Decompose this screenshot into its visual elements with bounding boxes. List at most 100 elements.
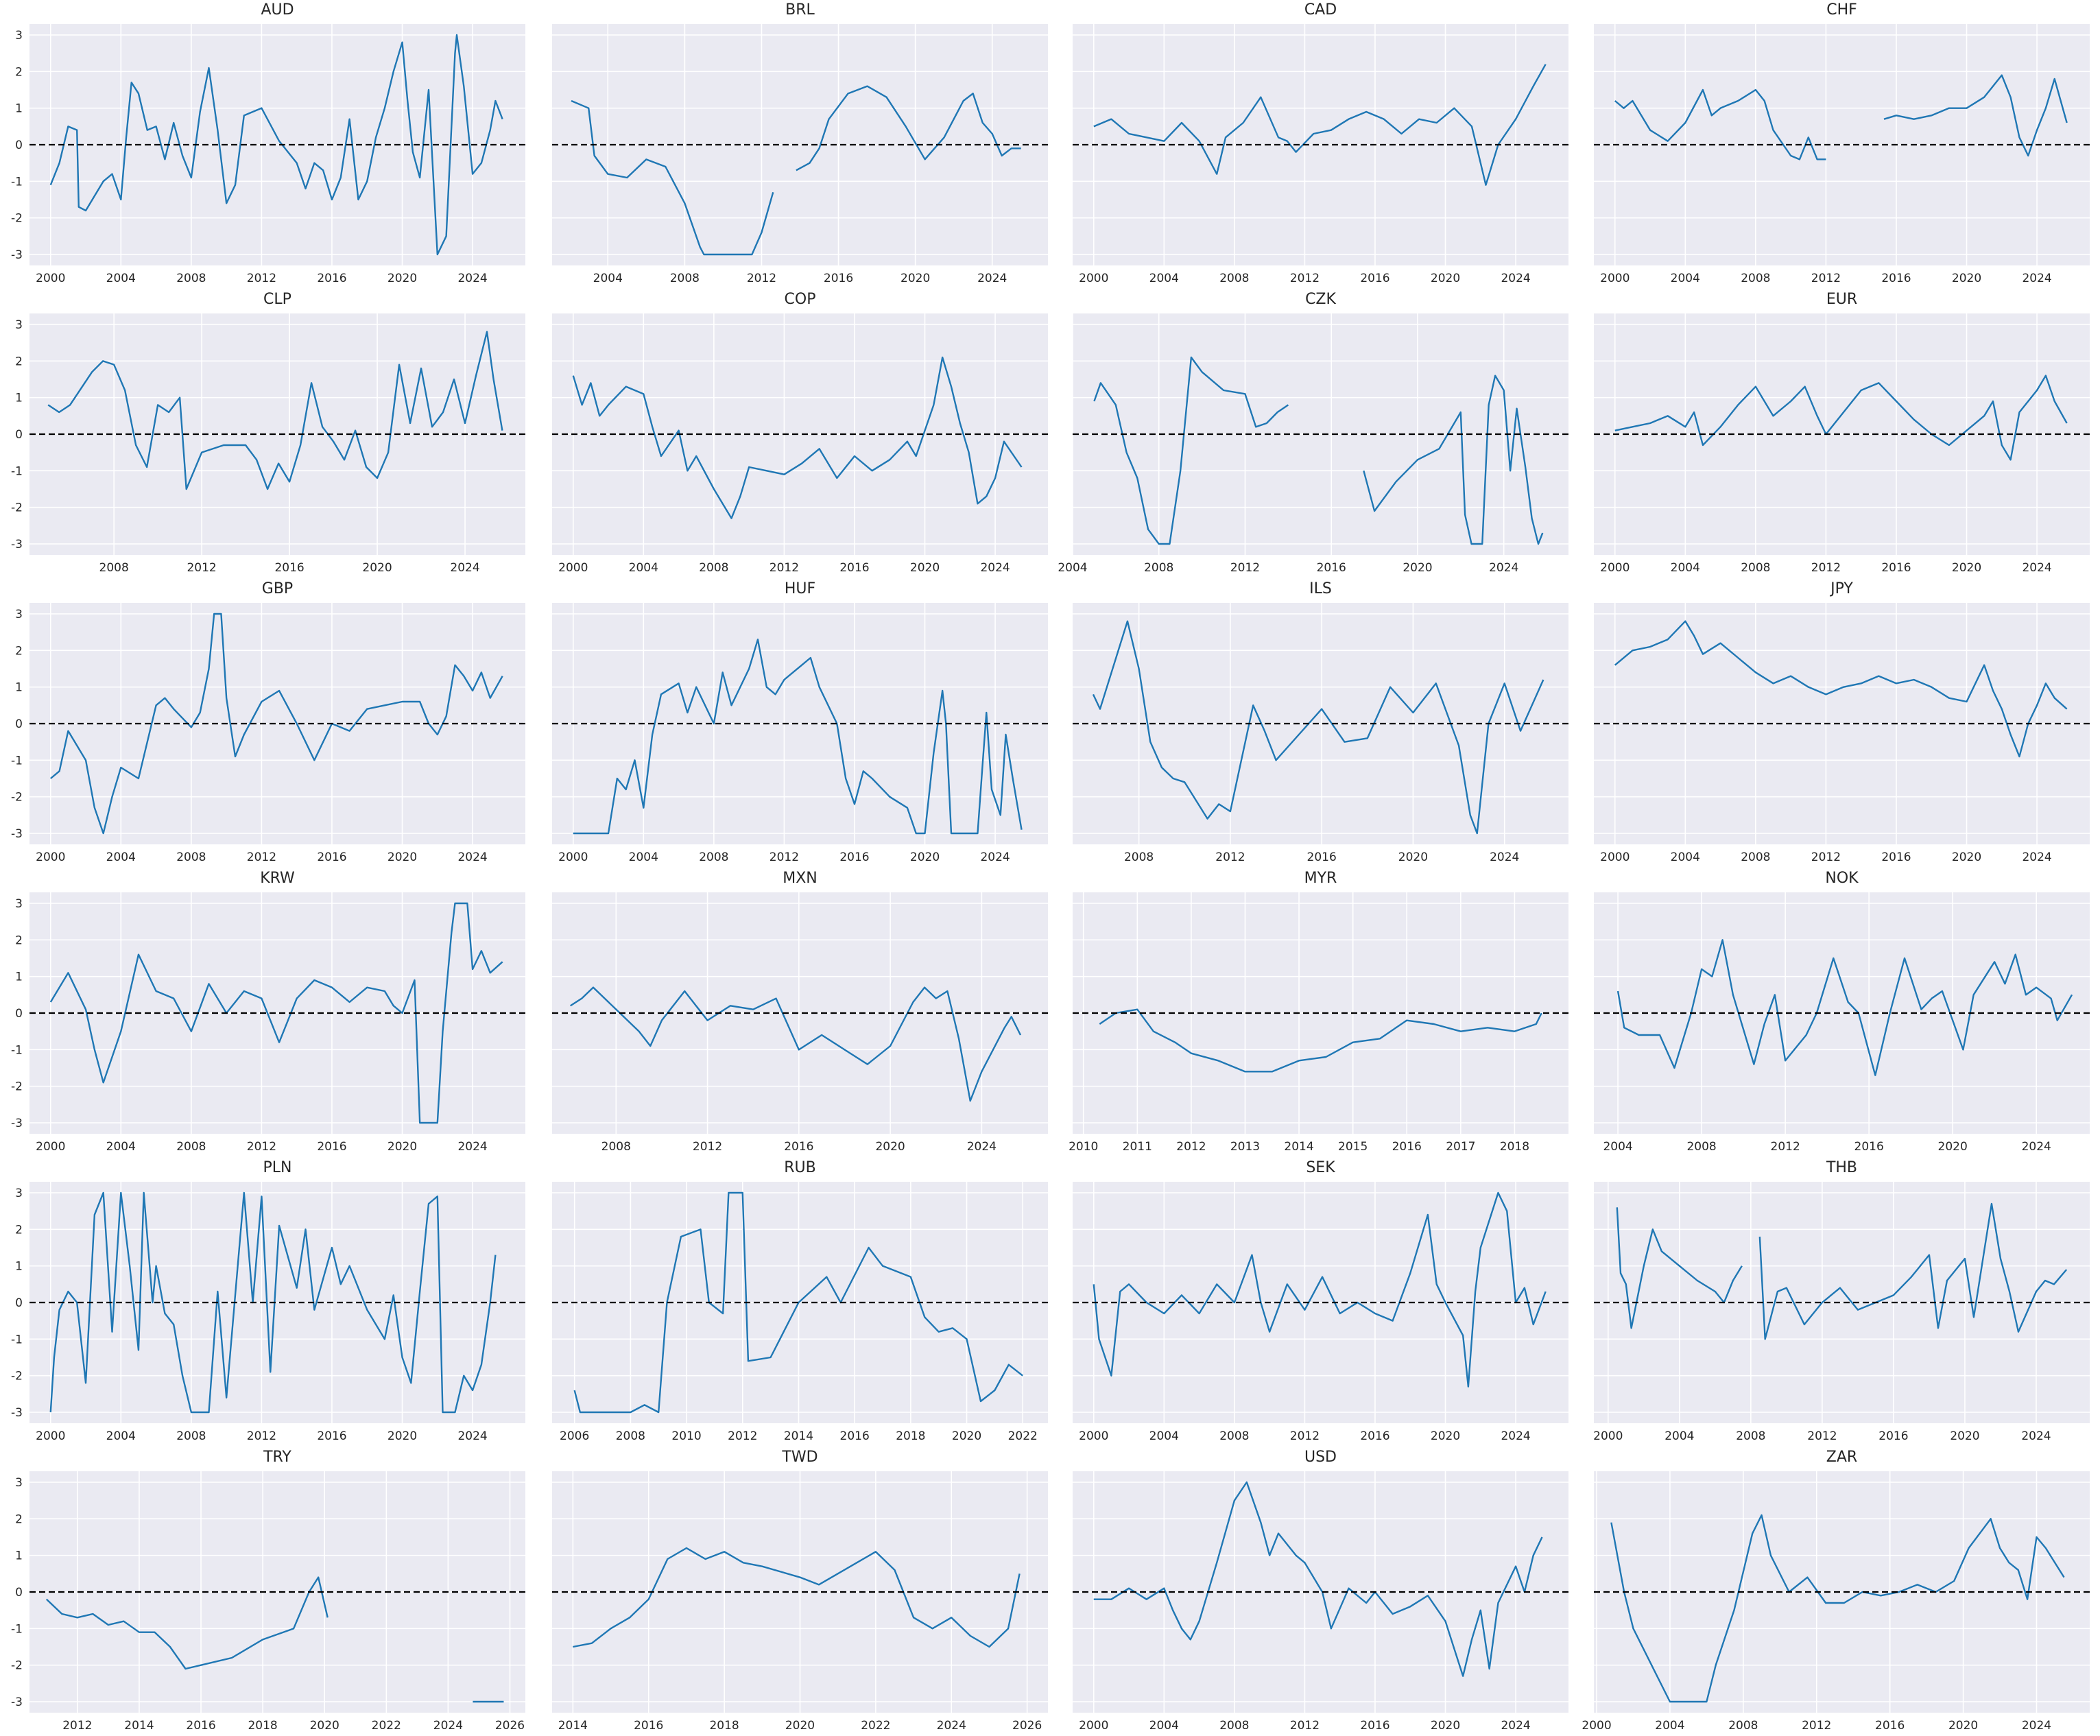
y-tick-label: 0 [15,428,23,442]
x-tick-label: 2000 [558,851,588,864]
subplot-title: EUR [1826,291,1857,308]
y-tick-label: 1 [15,971,23,984]
x-tick-label: 2024 [2022,561,2051,575]
x-tick-label: 2020 [1952,272,1981,285]
x-tick-label: 2012 [1176,1140,1206,1154]
subplot-title: THB [1826,1159,1857,1176]
x-tick-label: 2004 [1149,272,1179,285]
x-tick-label: 2012 [1811,851,1841,864]
x-tick-label: 2020 [785,1719,815,1733]
series-line [1093,1191,1547,1388]
x-tick-label: 2017 [1446,1140,1475,1154]
y-tick-label: -3 [11,538,23,551]
x-tick-label: 2016 [1881,851,1911,864]
subplot: PLN -3 -2 -1 0 1 2 3 2000 2004 2008 2012 2016 2020 202… [11,1159,525,1443]
y-tick-label: 0 [15,139,23,152]
x-tick-label: 2012 [1290,1719,1320,1733]
series-line [50,613,503,835]
series-line [571,85,1021,256]
subplot-title: RUB [784,1159,815,1176]
subplot-title: ZAR [1826,1449,1857,1466]
x-tick-label: 2004 [593,272,623,285]
series-line [49,902,503,1124]
subplot: THB 2000 2004 2008 2012 2016 2020 2024 [1593,1159,2090,1443]
x-tick-label: 2020 [910,561,940,575]
x-tick-label: 2000 [36,851,65,864]
x-tick-label: 2016 [1881,272,1911,285]
x-tick-label: 2012 [247,272,276,285]
x-tick-label: 2024 [977,272,1007,285]
x-tick-label: 2020 [1398,851,1428,864]
subplot-title: NOK [1825,870,1859,887]
x-tick-label: 2024 [1501,1429,1530,1443]
y-tick-label: 0 [15,1296,23,1310]
x-tick-label: 2020 [362,561,392,575]
subplot: RUB 2006 2008 2010 2012 2014 2016 2018 2020 2022 [552,1159,1048,1443]
x-tick-label: 2016 [1854,1140,1884,1154]
x-tick-label: 2004 [629,561,658,575]
subplot: BRL 2004 2008 2012 2016 2020 2024 [552,1,1048,285]
y-tick-label: 3 [15,29,23,43]
x-tick-label: 2008 [616,1429,645,1443]
subplot-title: COP [785,291,816,308]
x-tick-label: 2012 [1290,1429,1320,1443]
y-tick-label: -1 [11,1333,23,1346]
x-tick-label: 2024 [967,1140,997,1154]
x-tick-label: 2020 [900,272,930,285]
x-tick-label: 2016 [317,1429,346,1443]
x-tick-label: 2018 [709,1719,739,1733]
series-line [570,986,1022,1102]
x-tick-label: 2012 [1771,1140,1800,1154]
x-tick-label: 2008 [176,272,206,285]
y-tick-label: -1 [11,175,23,189]
x-tick-label: 2008 [1741,272,1770,285]
x-tick-label: 2012 [769,561,799,575]
x-tick-label: 2016 [1360,1429,1389,1443]
x-tick-label: 2004 [106,1429,136,1443]
subplot: AUD -3 -2 -1 0 1 2 3 2000 2004 2008 2012 2016 2020 202… [11,1,525,285]
x-tick-label: 2024 [2022,272,2051,285]
x-tick-label: 2022 [372,1719,401,1733]
x-tick-label: 2010 [1069,1140,1098,1154]
y-tick-label: 2 [15,65,23,79]
x-tick-label: 2020 [387,272,417,285]
series-line [573,1547,1021,1648]
y-tick-label: 1 [15,1260,23,1274]
x-tick-label: 2008 [1686,1140,1716,1154]
subplot: CZK 2004 2008 2012 2016 2020 2024 [1058,291,1568,575]
series-line [49,34,503,256]
series-line [47,331,503,490]
x-tick-label: 2016 [1360,272,1389,285]
subplot-title: TRY [263,1449,291,1466]
subplot: USD 2000 2004 2008 2012 2016 2020 2024 [1073,1449,1568,1733]
y-tick-label: 3 [15,897,23,911]
x-tick-label: 2008 [176,1140,206,1154]
y-tick-label: 1 [15,102,23,116]
x-tick-label: 2000 [1079,272,1108,285]
x-tick-label: 2004 [1655,1719,1684,1733]
series-line [572,356,1023,519]
x-tick-label: 2012 [187,561,216,575]
x-tick-label: 2020 [1431,1719,1460,1733]
x-tick-label: 2008 [601,1140,631,1154]
x-tick-label: 2020 [387,851,417,864]
subplot-title: AUD [261,1,294,19]
x-tick-label: 2020 [1952,851,1981,864]
series-line [573,639,1023,835]
subplot: MYR 2010 2011 2012 2013 2014 2015 2016 2017 2018 [1069,870,1568,1154]
x-tick-label: 2004 [106,1140,136,1154]
subplot: ILS 2008 2012 2016 2020 2024 [1073,580,1568,864]
x-tick-label: 2000 [558,561,588,575]
x-tick-label: 2015 [1338,1140,1368,1154]
x-tick-label: 2016 [1307,851,1337,864]
x-tick-label: 2013 [1230,1140,1260,1154]
x-tick-label: 2011 [1123,1140,1152,1154]
y-tick-label: -1 [11,464,23,478]
y-tick-label: -2 [11,501,23,515]
y-tick-label: -2 [11,1370,23,1383]
x-tick-label: 2024 [2022,851,2051,864]
x-tick-label: 2016 [317,851,346,864]
x-tick-label: 2010 [671,1429,701,1443]
